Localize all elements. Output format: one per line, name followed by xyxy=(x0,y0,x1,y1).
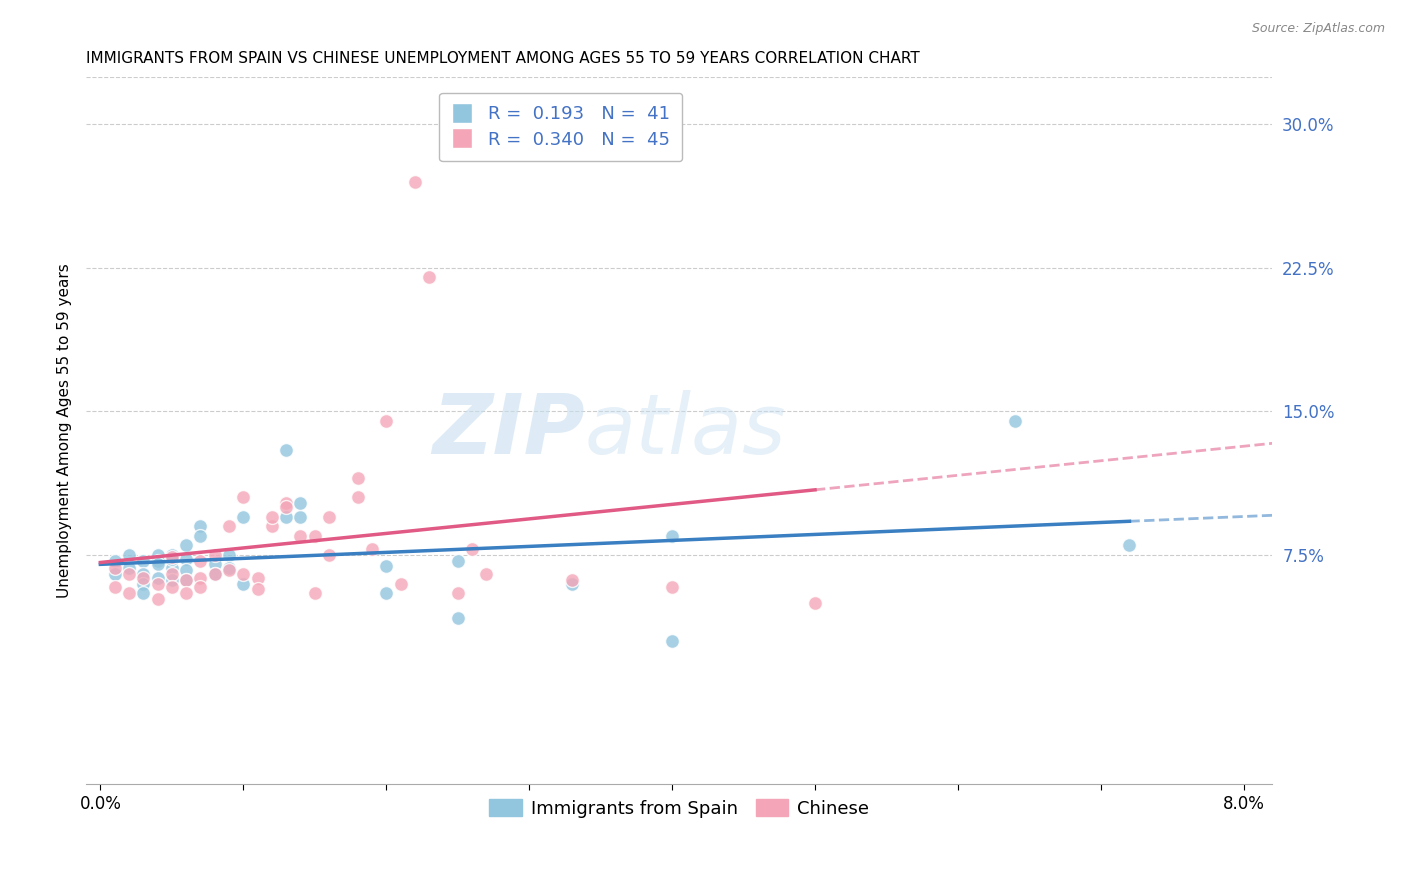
Point xyxy=(232,509,254,524)
Point xyxy=(174,563,197,577)
Point xyxy=(132,576,155,591)
Point xyxy=(304,529,326,543)
Point xyxy=(118,548,141,562)
Point xyxy=(276,496,298,510)
Point xyxy=(204,566,226,581)
Point xyxy=(418,270,440,285)
Point xyxy=(389,576,412,591)
Point xyxy=(146,576,169,591)
Point xyxy=(146,558,169,572)
Point xyxy=(1118,538,1140,552)
Point xyxy=(104,553,127,567)
Point xyxy=(447,611,470,625)
Point xyxy=(160,580,183,594)
Text: IMMIGRANTS FROM SPAIN VS CHINESE UNEMPLOYMENT AMONG AGES 55 TO 59 YEARS CORRELAT: IMMIGRANTS FROM SPAIN VS CHINESE UNEMPLO… xyxy=(86,51,920,66)
Text: ZIP: ZIP xyxy=(432,390,585,471)
Point xyxy=(318,509,340,524)
Point xyxy=(232,491,254,505)
Point xyxy=(146,591,169,606)
Point xyxy=(146,571,169,585)
Point xyxy=(290,529,312,543)
Point xyxy=(146,548,169,562)
Point xyxy=(132,586,155,600)
Point xyxy=(804,596,827,610)
Point xyxy=(246,571,269,585)
Point xyxy=(132,571,155,585)
Point xyxy=(174,573,197,587)
Y-axis label: Unemployment Among Ages 55 to 59 years: Unemployment Among Ages 55 to 59 years xyxy=(58,263,72,598)
Point xyxy=(190,553,212,567)
Point xyxy=(104,561,127,575)
Point xyxy=(218,563,240,577)
Point xyxy=(160,548,183,562)
Point xyxy=(118,561,141,575)
Point xyxy=(260,509,283,524)
Point xyxy=(160,551,183,566)
Point xyxy=(174,551,197,566)
Point xyxy=(276,442,298,457)
Point xyxy=(661,580,683,594)
Point xyxy=(190,571,212,585)
Point xyxy=(218,548,240,562)
Point xyxy=(190,580,212,594)
Point xyxy=(346,471,368,485)
Point xyxy=(461,542,484,557)
Point xyxy=(246,582,269,597)
Point xyxy=(160,566,183,581)
Point xyxy=(276,500,298,514)
Point xyxy=(404,175,426,189)
Point xyxy=(475,566,498,581)
Point xyxy=(661,529,683,543)
Point xyxy=(375,559,398,574)
Point xyxy=(132,553,155,567)
Point xyxy=(346,491,368,505)
Point xyxy=(447,586,470,600)
Point xyxy=(232,576,254,591)
Point xyxy=(174,573,197,587)
Point xyxy=(204,548,226,562)
Text: Source: ZipAtlas.com: Source: ZipAtlas.com xyxy=(1251,22,1385,36)
Point xyxy=(661,634,683,648)
Point xyxy=(146,553,169,567)
Point xyxy=(160,549,183,564)
Point xyxy=(290,509,312,524)
Point xyxy=(375,414,398,428)
Point xyxy=(104,580,127,594)
Point xyxy=(561,576,583,591)
Point xyxy=(276,509,298,524)
Point xyxy=(160,573,183,587)
Point xyxy=(375,586,398,600)
Point xyxy=(232,566,254,581)
Point xyxy=(118,586,141,600)
Point xyxy=(174,586,197,600)
Point xyxy=(204,566,226,581)
Point xyxy=(204,558,226,572)
Point xyxy=(104,566,127,581)
Point xyxy=(132,566,155,581)
Point xyxy=(160,561,183,575)
Point xyxy=(447,553,470,567)
Point xyxy=(318,548,340,562)
Point xyxy=(1004,414,1026,428)
Point xyxy=(361,542,384,557)
Point xyxy=(190,519,212,533)
Text: atlas: atlas xyxy=(585,390,786,471)
Point xyxy=(304,586,326,600)
Point xyxy=(260,519,283,533)
Point xyxy=(290,496,312,510)
Point xyxy=(190,529,212,543)
Point xyxy=(174,538,197,552)
Legend: Immigrants from Spain, Chinese: Immigrants from Spain, Chinese xyxy=(482,792,876,825)
Point xyxy=(118,566,141,581)
Point xyxy=(218,519,240,533)
Point xyxy=(218,561,240,575)
Point xyxy=(561,573,583,587)
